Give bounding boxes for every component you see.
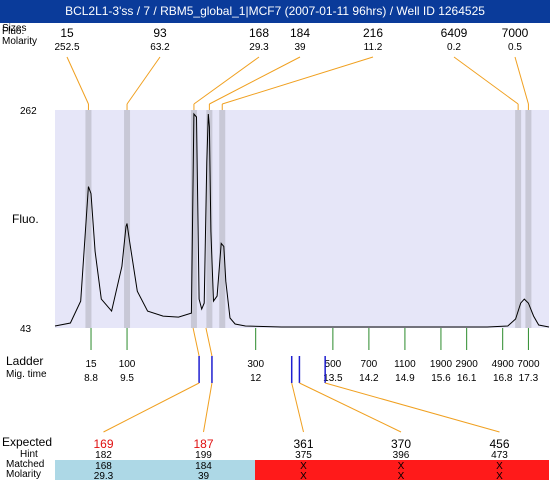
peak-size-value: 168 bbox=[249, 26, 269, 40]
hint-value: 182 bbox=[95, 450, 112, 461]
matched-value: 168 bbox=[95, 461, 112, 472]
matched-value: 184 bbox=[195, 461, 212, 472]
expected-size-value: 370 bbox=[391, 437, 411, 451]
matched-molarity-value: 39 bbox=[198, 471, 210, 480]
matched-cell bbox=[152, 460, 255, 480]
ladder-size-label: 1900 bbox=[430, 359, 453, 370]
matched-molarity-value: X bbox=[398, 471, 405, 480]
peak-molarity-value: 29.3 bbox=[249, 42, 269, 53]
hint-value: 199 bbox=[195, 450, 212, 461]
ladder-size-label: 7000 bbox=[517, 359, 540, 370]
y-tick-label: 262 bbox=[20, 106, 37, 117]
chart-title-bar: BCL2L1-3'ss / 7 / RBM5_global_1|MCF7 (20… bbox=[0, 0, 550, 23]
peak-leader-line bbox=[514, 56, 529, 105]
matched-value: X bbox=[398, 461, 405, 472]
matched-value: X bbox=[496, 461, 503, 472]
ladder-time-label: 17.3 bbox=[519, 373, 539, 384]
expected-leader-line bbox=[205, 327, 213, 357]
expected-label: Expected bbox=[2, 435, 53, 449]
ladder-size-label: 500 bbox=[325, 359, 342, 370]
peak-molarity-value: 252.5 bbox=[54, 42, 79, 53]
expected-leader-line bbox=[291, 382, 304, 433]
matched-molarity-value: 29.3 bbox=[94, 471, 114, 480]
molarity-bottom-label: Molarity bbox=[6, 469, 42, 480]
peak-band bbox=[219, 110, 226, 328]
hint-value: 396 bbox=[393, 450, 410, 461]
peak-leader-line bbox=[193, 56, 260, 105]
expected-size-value: 169 bbox=[93, 437, 113, 451]
ladder-size-label: 2900 bbox=[456, 359, 479, 370]
peak-size-value: 184 bbox=[290, 26, 310, 40]
peak-band bbox=[190, 110, 197, 328]
y-tick-label: 43 bbox=[20, 324, 32, 335]
peak-fluo-label: Fluo. bbox=[2, 26, 25, 37]
peak-leader-line bbox=[209, 56, 301, 105]
peak-band bbox=[124, 110, 131, 328]
ladder-time-label: 8.8 bbox=[84, 373, 98, 384]
fluorescence-trace bbox=[54, 112, 550, 328]
matched-cell bbox=[352, 460, 450, 480]
ladder-time-label: 13.5 bbox=[323, 373, 343, 384]
ladder-size-label: 300 bbox=[247, 359, 264, 370]
expected-leader-line bbox=[299, 382, 402, 433]
peak-leader-line bbox=[222, 56, 374, 105]
expected-size-value: 456 bbox=[489, 437, 509, 451]
fluo-axis-label: Fluo. bbox=[12, 212, 39, 226]
peak-molarity-value: 63.2 bbox=[150, 42, 170, 53]
peak-leader-line bbox=[453, 56, 519, 105]
ladder-label: Ladder bbox=[6, 354, 44, 368]
peak-band bbox=[85, 110, 92, 328]
peak-leader-line bbox=[66, 56, 89, 105]
matched-cell bbox=[255, 460, 352, 480]
hint-value: 473 bbox=[491, 450, 508, 461]
ladder-time-label: 12 bbox=[250, 373, 262, 384]
mig-time-label: Mig. time bbox=[6, 369, 47, 380]
peak-size-value: 15 bbox=[60, 26, 74, 40]
hint-value: 375 bbox=[295, 450, 312, 461]
peak-molarity-value: 39 bbox=[294, 42, 306, 53]
ladder-size-label: 15 bbox=[85, 359, 97, 370]
matched-cell bbox=[55, 460, 152, 480]
ladder-time-label: 14.9 bbox=[395, 373, 415, 384]
peak-band bbox=[525, 110, 532, 328]
peak-size-value: 6409 bbox=[441, 26, 468, 40]
expected-leader-line bbox=[103, 382, 200, 433]
ladder-size-label: 100 bbox=[119, 359, 136, 370]
ladder-time-label: 9.5 bbox=[120, 373, 134, 384]
peak-leader-line bbox=[126, 56, 161, 105]
expected-leader-line bbox=[192, 327, 200, 357]
matched-molarity-value: X bbox=[300, 471, 307, 480]
matched-label: Matched bbox=[6, 459, 45, 470]
peak-band bbox=[515, 110, 522, 328]
expected-size-value: 187 bbox=[193, 437, 213, 451]
matched-cell bbox=[450, 460, 549, 480]
ladder-time-label: 16.8 bbox=[493, 373, 513, 384]
ladder-size-label: 4900 bbox=[492, 359, 515, 370]
peak-molarity-value: 0.5 bbox=[508, 42, 522, 53]
hint-label: Hint bbox=[20, 449, 38, 460]
ladder-time-label: 16.1 bbox=[457, 373, 477, 384]
ladder-size-label: 700 bbox=[361, 359, 378, 370]
ladder-time-label: 15.6 bbox=[431, 373, 451, 384]
ladder-time-label: 14.2 bbox=[359, 373, 379, 384]
peak-size-value: 216 bbox=[363, 26, 383, 40]
molarity-label: Molarity bbox=[2, 36, 38, 47]
chart-title: BCL2L1-3'ss / 7 / RBM5_global_1|MCF7 (20… bbox=[65, 4, 485, 18]
expected-leader-line bbox=[325, 382, 500, 433]
peak-sizes-label: Sizes bbox=[2, 23, 27, 34]
peak-molarity-value: 0.2 bbox=[447, 42, 461, 53]
peak-size-value: 93 bbox=[153, 26, 167, 40]
matched-molarity-value: X bbox=[496, 471, 503, 480]
peak-size-value: 7000 bbox=[502, 26, 529, 40]
peak-molarity-value: 11.2 bbox=[364, 42, 383, 53]
matched-value: X bbox=[300, 461, 307, 472]
expected-size-value: 361 bbox=[293, 437, 313, 451]
expected-leader-line bbox=[203, 382, 213, 433]
ladder-size-label: 1100 bbox=[394, 359, 416, 370]
peak-band bbox=[206, 110, 213, 328]
